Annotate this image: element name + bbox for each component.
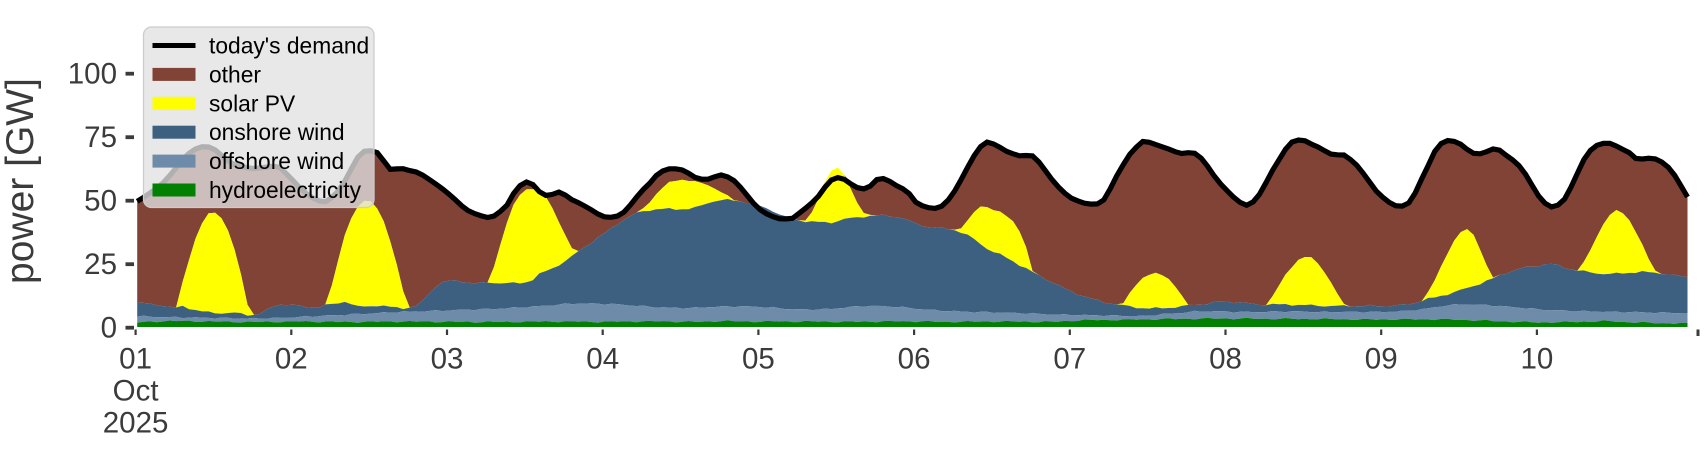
svg-text:0: 0 <box>101 312 117 345</box>
svg-text:06: 06 <box>898 343 931 376</box>
svg-text:09: 09 <box>1365 343 1398 376</box>
svg-text:hydroelectricity: hydroelectricity <box>209 177 362 203</box>
svg-text:07: 07 <box>1053 343 1086 376</box>
svg-text:01: 01 <box>119 343 152 376</box>
svg-text:05: 05 <box>742 343 775 376</box>
svg-text:today's demand: today's demand <box>209 33 369 59</box>
svg-text:solar PV: solar PV <box>209 90 296 116</box>
svg-text:10: 10 <box>1520 343 1553 376</box>
svg-text:08: 08 <box>1209 343 1242 376</box>
svg-text:03: 03 <box>431 343 464 376</box>
svg-text:Oct: Oct <box>113 375 159 408</box>
svg-text:onshore wind: onshore wind <box>209 119 345 145</box>
svg-text:power [GW]: power [GW] <box>0 78 42 284</box>
svg-text:2025: 2025 <box>103 407 169 440</box>
svg-text:100: 100 <box>68 58 117 91</box>
svg-text:50: 50 <box>84 185 117 218</box>
svg-text:25: 25 <box>84 248 117 281</box>
svg-text:02: 02 <box>275 343 308 376</box>
svg-text:75: 75 <box>84 121 117 154</box>
svg-text:04: 04 <box>586 343 619 376</box>
svg-text:other: other <box>209 61 261 87</box>
svg-text:offshore wind: offshore wind <box>209 148 344 174</box>
